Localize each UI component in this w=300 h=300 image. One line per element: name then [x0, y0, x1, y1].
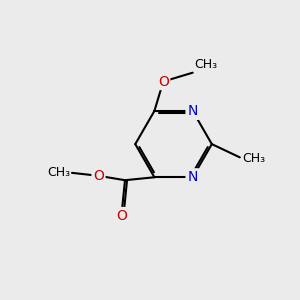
Text: O: O — [158, 74, 169, 88]
Text: N: N — [188, 104, 198, 118]
Text: CH₃: CH₃ — [194, 58, 217, 71]
Text: CH₃: CH₃ — [47, 166, 70, 179]
Text: N: N — [188, 170, 198, 184]
Text: O: O — [93, 169, 104, 183]
Text: CH₃: CH₃ — [243, 152, 266, 165]
Text: O: O — [117, 208, 128, 223]
